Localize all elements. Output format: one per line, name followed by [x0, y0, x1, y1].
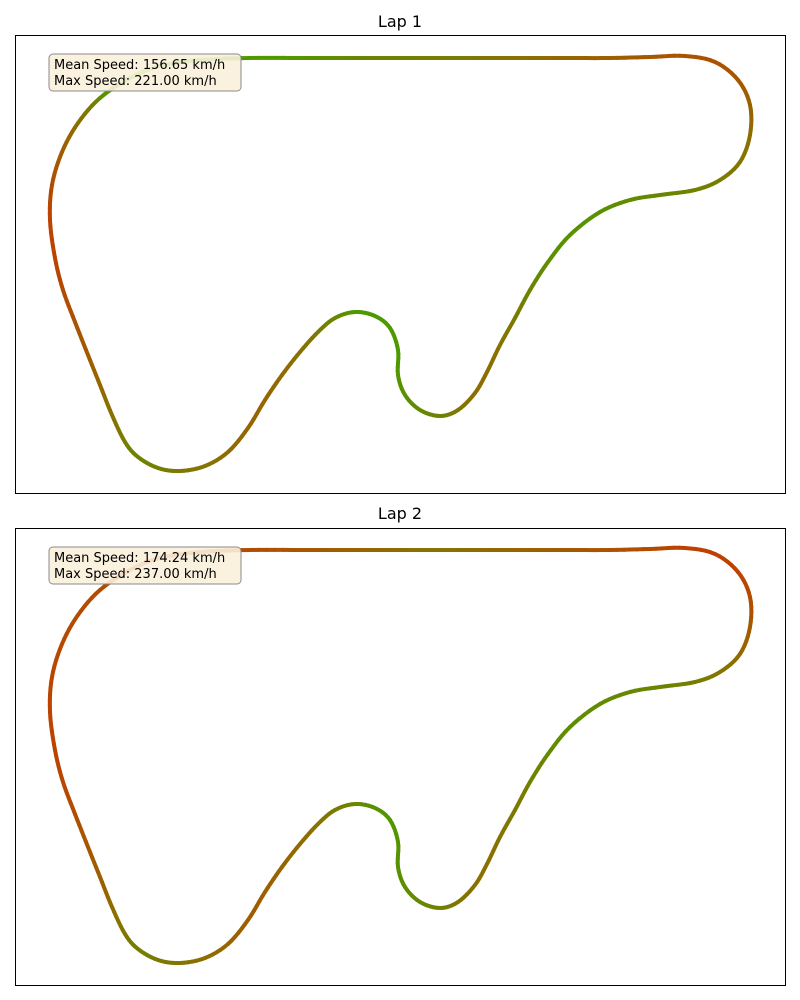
axes-frame: [15, 528, 786, 986]
axes-frame: [15, 35, 786, 494]
max-speed-label: Max Speed: 221.00 km/h: [54, 74, 217, 89]
track-line: [47, 53, 754, 474]
mean-speed-label: Mean Speed: 156.65 km/h: [54, 58, 225, 73]
panel-title: Lap 2: [378, 504, 422, 523]
stats-box: [48, 546, 242, 585]
lap-2-panel: Lap 2 Mean Speed: 174.24 km/h Max Speed:…: [15, 504, 786, 986]
stats-box: [48, 53, 242, 92]
lap-1-panel: Lap 1 Mean Speed: 156.65 km/h Max Speed:…: [15, 12, 786, 494]
track-line: [47, 545, 754, 966]
max-speed-label: Max Speed: 237.00 km/h: [54, 567, 217, 582]
mean-speed-label: Mean Speed: 174.24 km/h: [54, 551, 225, 566]
panel-title: Lap 1: [378, 12, 422, 31]
